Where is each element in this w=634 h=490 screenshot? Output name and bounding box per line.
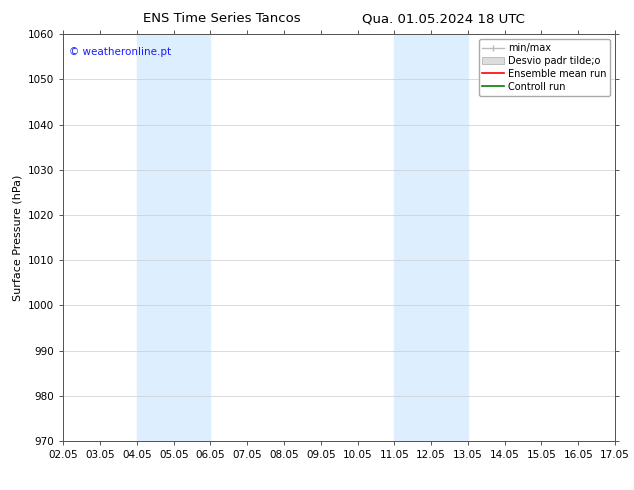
Bar	[394, 34, 468, 441]
Y-axis label: Surface Pressure (hPa): Surface Pressure (hPa)	[13, 174, 23, 301]
Text: © weatheronline.pt: © weatheronline.pt	[69, 47, 171, 56]
Text: ENS Time Series Tancos: ENS Time Series Tancos	[143, 12, 301, 25]
Legend: min/max, Desvio padr tilde;o, Ensemble mean run, Controll run: min/max, Desvio padr tilde;o, Ensemble m…	[479, 39, 610, 96]
Bar	[137, 34, 210, 441]
Text: Qua. 01.05.2024 18 UTC: Qua. 01.05.2024 18 UTC	[363, 12, 525, 25]
